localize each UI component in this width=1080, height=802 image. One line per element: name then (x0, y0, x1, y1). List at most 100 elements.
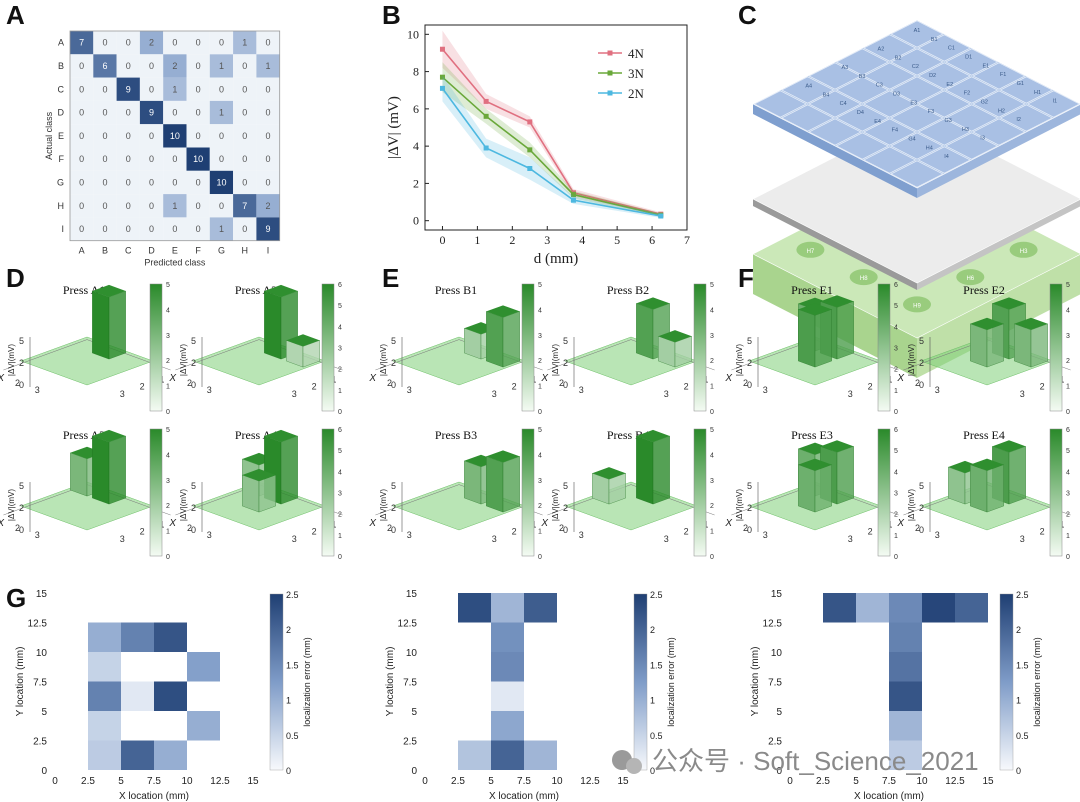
bar-side (108, 290, 126, 360)
cm-cell-value: 0 (242, 224, 247, 234)
bar-front (242, 474, 260, 513)
colorbar (877, 428, 891, 557)
cm-cell (186, 31, 210, 55)
g-ytick-label: 7.5 (768, 678, 782, 689)
bar-side (836, 446, 854, 505)
cm-cell-value: 9 (149, 108, 154, 118)
c-grid-cell (835, 48, 889, 76)
bar-top (970, 317, 1004, 330)
cbar-tick-label: 1 (710, 529, 714, 536)
cm-cell-value: 0 (196, 131, 201, 141)
colorbar (693, 283, 707, 412)
cbar-tick-label: 5 (1066, 282, 1070, 289)
b-point-3N (570, 192, 576, 198)
b-point-4N (527, 119, 533, 125)
heat-cell (889, 711, 922, 741)
cm-cell (186, 124, 210, 148)
cm-col-label: G (218, 246, 225, 256)
cm-cell (186, 100, 210, 125)
z-axis-label: |ΔV|(mV) (179, 344, 188, 377)
z-tick-label: 0 (191, 380, 196, 390)
cm-cell-value: 2 (172, 61, 177, 71)
b-xtick-label: 6 (649, 233, 655, 247)
cm-cell-value: 1 (266, 61, 271, 71)
cm-cell-value: 0 (196, 201, 201, 211)
cm-col-label: E (172, 246, 178, 256)
bar-front (636, 303, 654, 360)
c-grid-cell (781, 104, 835, 132)
subplot-title: Press B2 (607, 283, 649, 297)
b-xtick-label: 2 (509, 233, 515, 247)
cbar-tick-label: 2 (894, 367, 898, 374)
c-grid-label: E1 (983, 63, 990, 69)
g-ytick-label: 5 (411, 707, 417, 718)
cm-cell-value: 0 (266, 84, 271, 94)
c-grid-cell (863, 90, 917, 118)
colorbar (149, 283, 163, 412)
cm-cell (256, 100, 280, 125)
g-xtick-label: 10 (181, 776, 193, 787)
cbar-tick-label: 4 (338, 469, 342, 476)
watermark: 公众号 · Soft_Science_2021 (612, 746, 979, 776)
cm-cell-value: 0 (79, 61, 84, 71)
bar-top (970, 458, 1004, 471)
bar-top (636, 429, 670, 443)
cbar-tick-label: 0 (710, 554, 714, 561)
y-tick-label: 2 (512, 382, 517, 392)
b-legend-label-4N: 4N (628, 46, 645, 61)
z-tick-label: 5 (391, 336, 396, 346)
c-grid-cell (945, 48, 999, 76)
heat-cell (524, 740, 557, 770)
c-pad (1009, 241, 1038, 258)
heat-cell (889, 740, 922, 770)
c-grid-cell (835, 104, 889, 132)
cm-xlabel: Predicted class (144, 258, 206, 268)
b-xlabel: d (mm) (534, 251, 579, 267)
cm-cell (70, 100, 94, 125)
bar-side (814, 464, 832, 513)
cm-cell-value: 7 (242, 201, 247, 211)
c-grid-cell (835, 76, 889, 104)
z-tick-label: 2 (191, 503, 196, 513)
cbar-tick-label: 2 (1066, 358, 1070, 365)
y-tick-label: 2 (512, 527, 517, 537)
c-pad (796, 241, 825, 258)
bar-side (502, 456, 520, 513)
cbar-tick-label: 4 (710, 452, 714, 459)
z-tick-label: 2 (391, 503, 396, 513)
cm-cell (139, 170, 164, 195)
cm-cell-value: 0 (196, 38, 201, 48)
g-cbar-tick-label: 0 (650, 766, 655, 776)
x-tick-label: 3 (407, 530, 412, 540)
subplot-title: Press E4 (963, 428, 1005, 442)
c-grid-label: F1 (1000, 72, 1006, 78)
y-tick-label: 3 (1020, 389, 1025, 399)
heat-cell (154, 622, 187, 652)
cm-cell (186, 170, 210, 195)
cbar-tick-label: 3 (894, 346, 898, 353)
c-grid-cell (917, 34, 971, 62)
heat-cell (458, 593, 491, 623)
bar-top (636, 297, 670, 310)
z-tick-label: 0 (563, 525, 568, 535)
y-tick-label: 2 (868, 382, 873, 392)
c-middle-layer-side (917, 199, 1080, 290)
z-tick-label: 2 (563, 358, 568, 368)
z-tick-label: 0 (191, 525, 196, 535)
z-tick-label: 5 (919, 336, 924, 346)
cm-col-label: A (79, 246, 85, 256)
x-axis-label: X (0, 373, 4, 384)
cbar-tick-label: 5 (338, 303, 342, 310)
g-ylabel: Y location (mm) (15, 647, 26, 717)
g-ytick-label: 12.5 (763, 619, 783, 630)
b-point-4N (439, 46, 445, 52)
c-grid-label: D1 (965, 55, 972, 61)
c-middle-layer-top (752, 114, 1080, 284)
bar-front (1014, 323, 1032, 368)
y-tick-label: 2 (140, 382, 145, 392)
x-tick-label: 3 (763, 385, 768, 395)
cm-cell-value: 0 (196, 108, 201, 118)
cm-cell (163, 54, 187, 78)
cbar-tick-label: 5 (710, 427, 714, 434)
cm-cell-value: 0 (242, 131, 247, 141)
